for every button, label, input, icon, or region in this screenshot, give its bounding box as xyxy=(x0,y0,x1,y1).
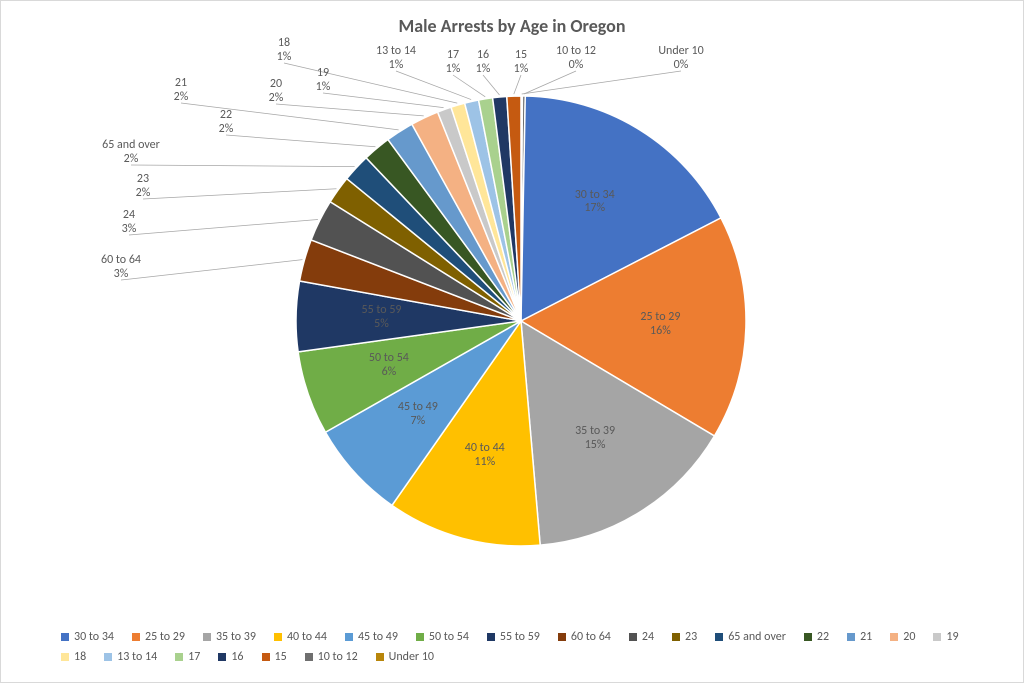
legend-swatch xyxy=(175,653,183,661)
legend-label: 17 xyxy=(188,650,200,664)
legend-item: 13 to 14 xyxy=(104,650,157,664)
legend-swatch xyxy=(890,633,898,641)
legend-item: 40 to 44 xyxy=(274,630,327,644)
legend-swatch xyxy=(218,653,226,661)
legend-item: 65 and over xyxy=(715,630,786,644)
legend-label: 10 to 12 xyxy=(318,650,358,664)
legend-swatch xyxy=(262,653,270,661)
legend-item: 24 xyxy=(629,630,654,644)
slice-label: 35 to 3915% xyxy=(555,425,635,453)
legend-item: 22 xyxy=(804,630,829,644)
legend-label: 23 xyxy=(685,630,697,644)
legend-item: 21 xyxy=(847,630,872,644)
slice-label: 243% xyxy=(89,209,169,237)
legend-item: 60 to 64 xyxy=(558,630,611,644)
legend-item: 18 xyxy=(61,650,86,664)
slice-label: 151% xyxy=(481,49,561,77)
legend-label: 15 xyxy=(275,650,287,664)
legend-swatch xyxy=(487,633,495,641)
legend-label: 60 to 64 xyxy=(571,630,611,644)
legend-swatch xyxy=(629,633,637,641)
slice-label: Under 100% xyxy=(641,45,721,73)
legend-swatch xyxy=(61,633,69,641)
legend-item: 25 to 29 xyxy=(132,630,185,644)
legend-label: 19 xyxy=(946,630,958,644)
legend-label: 25 to 29 xyxy=(145,630,185,644)
legend-label: 21 xyxy=(860,630,872,644)
slice-label: 55 to 595% xyxy=(342,304,422,332)
slice-label: 60 to 643% xyxy=(81,254,161,282)
legend-swatch xyxy=(672,633,680,641)
legend-label: 55 to 59 xyxy=(500,630,540,644)
legend-swatch xyxy=(847,633,855,641)
slice-label: 212% xyxy=(141,77,221,105)
legend-label: 50 to 54 xyxy=(429,630,469,644)
legend-swatch xyxy=(61,653,69,661)
legend-item: 55 to 59 xyxy=(487,630,540,644)
legend-label: 45 to 49 xyxy=(358,630,398,644)
legend-label: 18 xyxy=(74,650,86,664)
legend-swatch xyxy=(804,633,812,641)
legend-item: 19 xyxy=(933,630,958,644)
slice-label: 50 to 546% xyxy=(349,352,429,380)
legend-label: Under 10 xyxy=(389,650,434,664)
slice-label: 45 to 497% xyxy=(378,401,458,429)
legend-item: 23 xyxy=(672,630,697,644)
legend-swatch xyxy=(203,633,211,641)
legend-item: 30 to 34 xyxy=(61,630,114,644)
legend-item: 16 xyxy=(218,650,243,664)
legend-label: 13 to 14 xyxy=(117,650,157,664)
slice-label: 65 and over2% xyxy=(91,139,171,167)
legend-label: 24 xyxy=(642,630,654,644)
legend-label: 20 xyxy=(903,630,915,644)
legend-swatch xyxy=(305,653,313,661)
legend-item: 45 to 49 xyxy=(345,630,398,644)
legend-item: 15 xyxy=(262,650,287,664)
slice-label: 181% xyxy=(244,37,324,65)
legend-label: 40 to 44 xyxy=(287,630,327,644)
legend-label: 16 xyxy=(231,650,243,664)
legend-label: 22 xyxy=(817,630,829,644)
slice-label: 30 to 3417% xyxy=(555,189,635,217)
legend-swatch xyxy=(715,633,723,641)
pie-chart: Male Arrests by Age in Oregon Under 100%… xyxy=(0,0,1024,683)
legend-label: 35 to 39 xyxy=(216,630,256,644)
legend-item: 50 to 54 xyxy=(416,630,469,644)
legend-item: 20 xyxy=(890,630,915,644)
legend-swatch xyxy=(345,633,353,641)
legend-item: 17 xyxy=(175,650,200,664)
legend-swatch xyxy=(274,633,282,641)
slice-label: 40 to 4411% xyxy=(445,442,525,470)
legend-swatch xyxy=(132,633,140,641)
slice-label: 222% xyxy=(186,109,266,137)
legend-swatch xyxy=(104,653,112,661)
legend-label: 30 to 34 xyxy=(74,630,114,644)
slice-label: 232% xyxy=(103,173,183,201)
legend-swatch xyxy=(933,633,941,641)
slice-label: 191% xyxy=(283,67,363,95)
slice-label: 25 to 2916% xyxy=(620,311,700,339)
legend-swatch xyxy=(376,653,384,661)
legend: 30 to 34 25 to 29 35 to 39 40 to 44 45 to 49… xyxy=(61,630,963,664)
legend-label: 65 and over xyxy=(728,630,786,644)
legend-swatch xyxy=(558,633,566,641)
legend-item: Under 10 xyxy=(376,650,434,664)
legend-item: 35 to 39 xyxy=(203,630,256,644)
legend-swatch xyxy=(416,633,424,641)
legend-item: 10 to 12 xyxy=(305,650,358,664)
